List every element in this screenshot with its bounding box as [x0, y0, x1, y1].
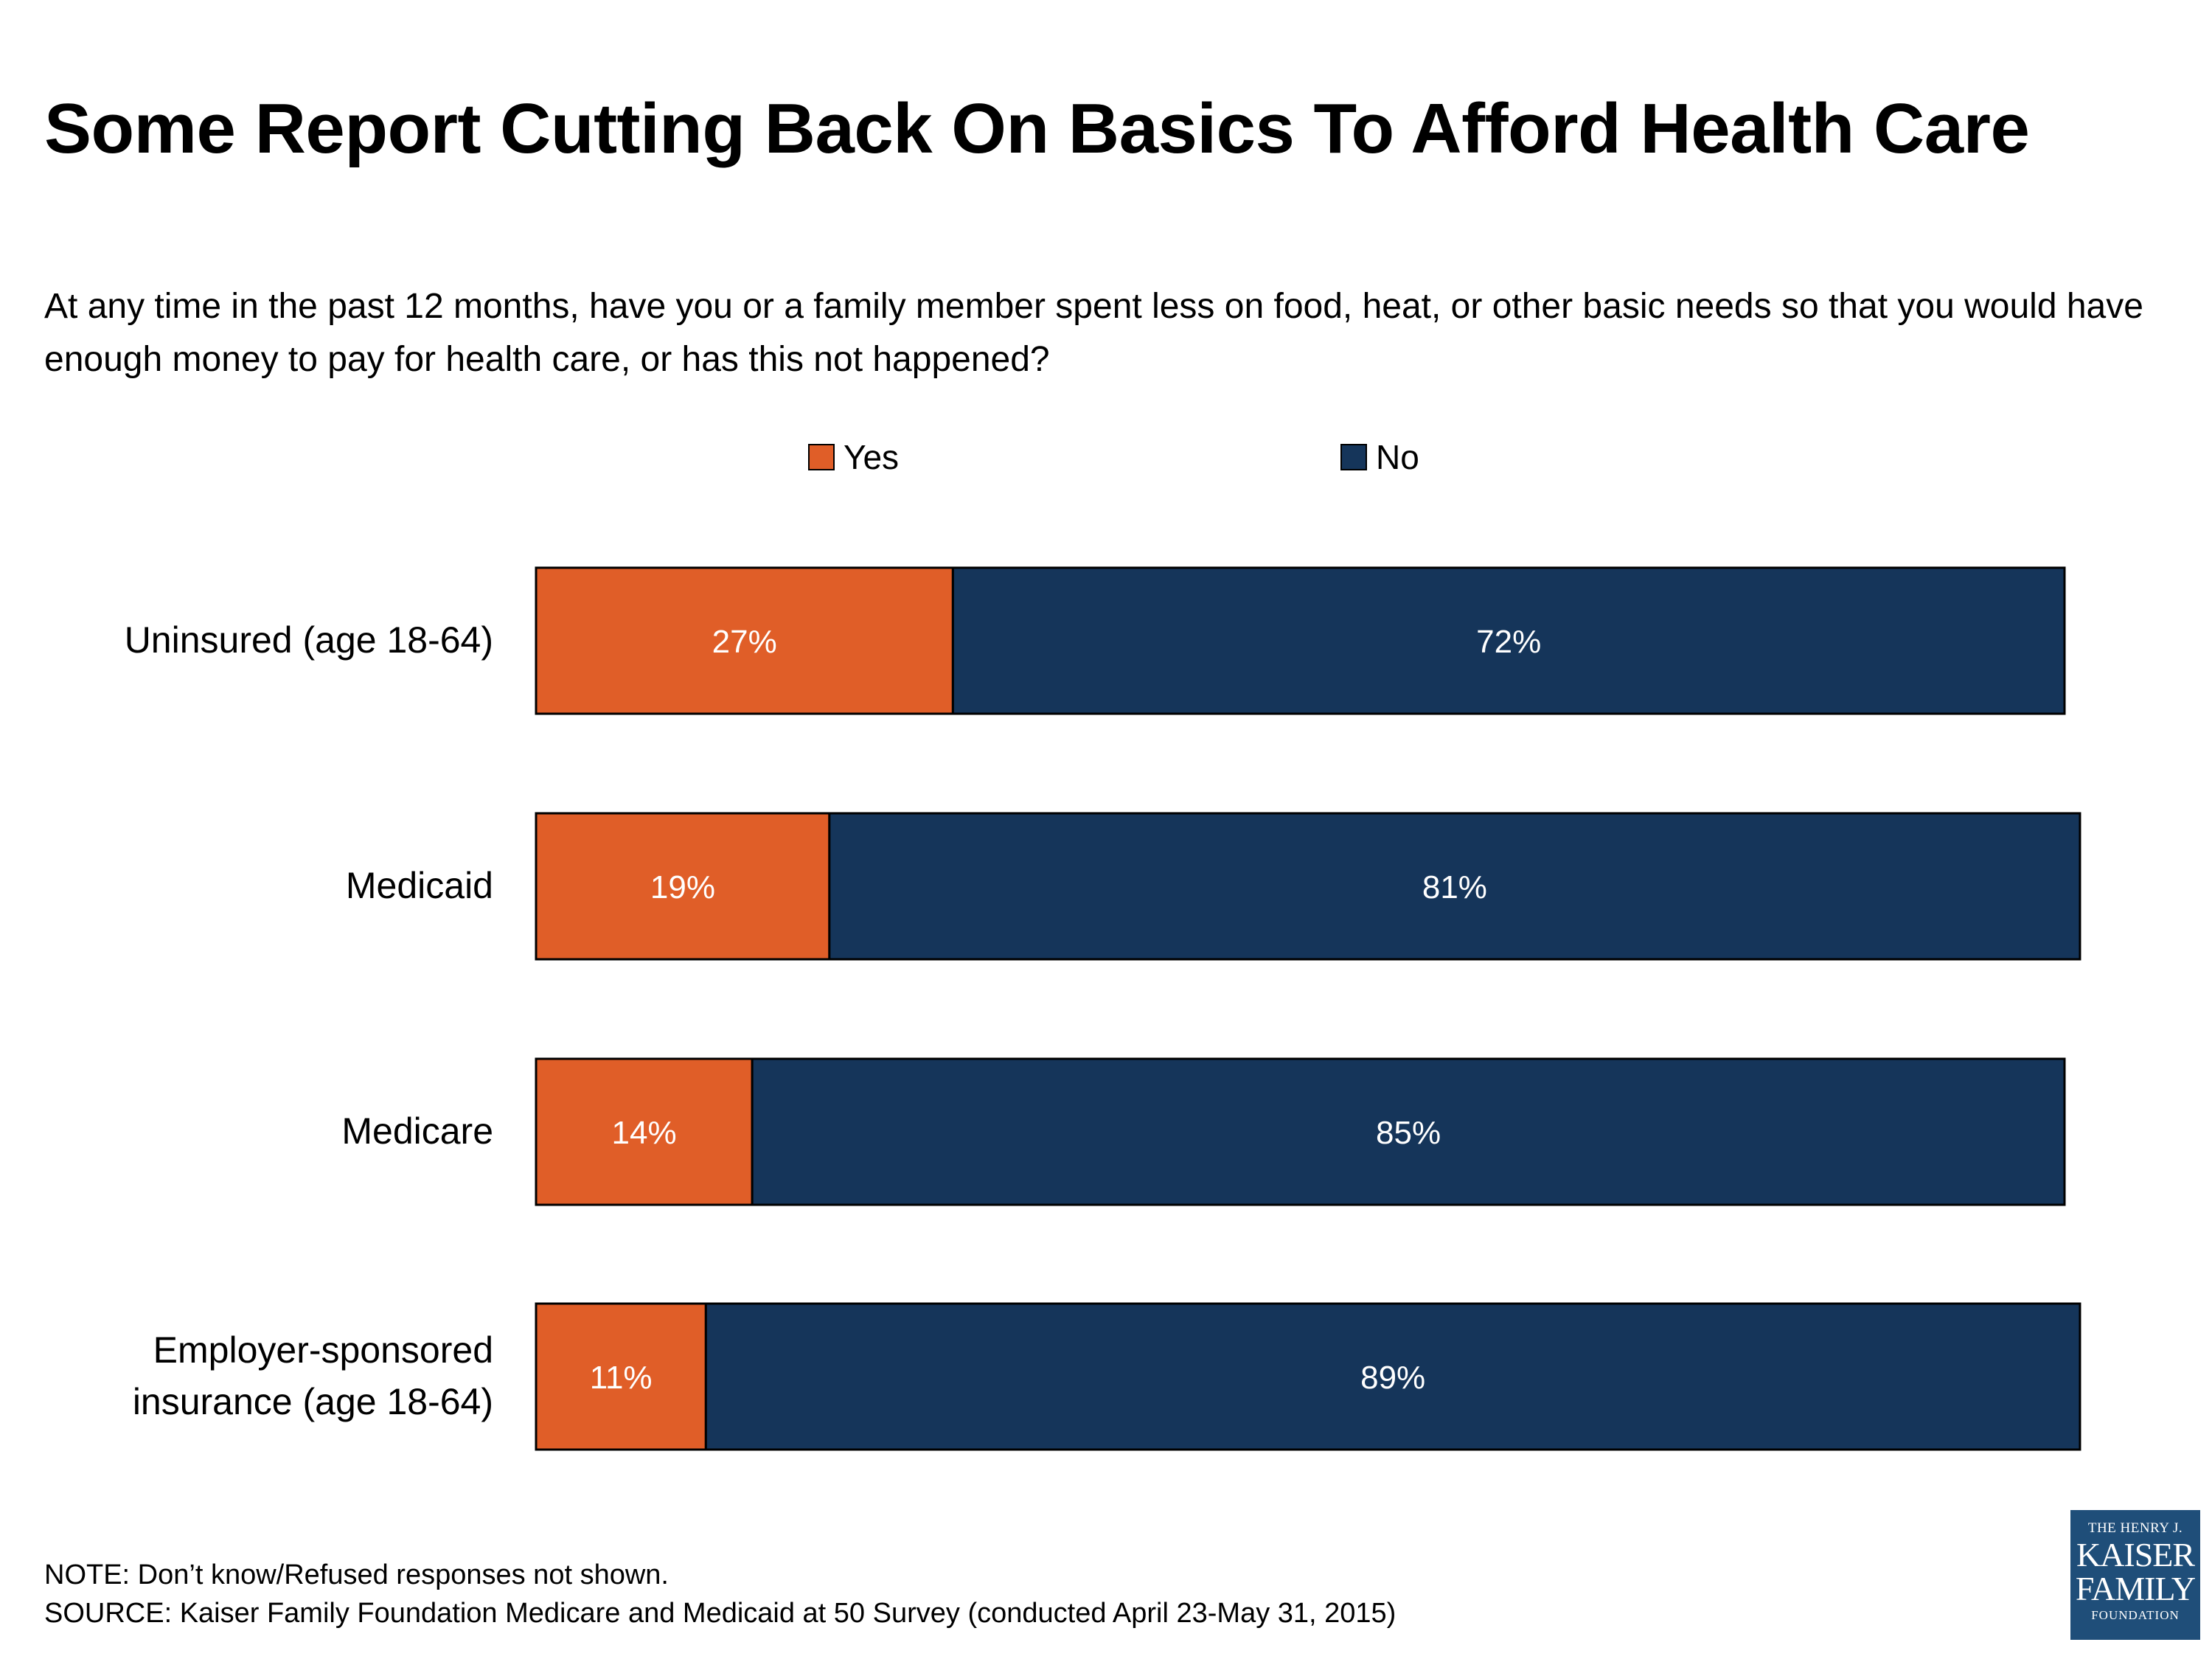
legend-label-yes: Yes — [844, 438, 900, 476]
legend-label-no: No — [1376, 438, 1419, 476]
category-label-line: Employer-sponsored — [153, 1329, 493, 1371]
data-label-yes-0: 27% — [712, 624, 777, 660]
note-text: NOTE: Don’t know/Refused responses not s… — [44, 1559, 669, 1590]
legend-swatch-no — [1340, 444, 1367, 470]
kff-logo: THE HENRY J. KAISER FAMILY FOUNDATION — [2070, 1510, 2200, 1640]
data-label-no-3: 89% — [1360, 1360, 1425, 1396]
chart-subtitle: At any time in the past 12 months, have … — [44, 287, 2143, 379]
logo-line-1: THE HENRY J. — [2087, 1520, 2183, 1536]
data-label-yes-2: 14% — [612, 1115, 677, 1151]
category-label-2: Medicare — [341, 1110, 493, 1152]
bar-yes-0 — [535, 566, 954, 715]
source-text: SOURCE: Kaiser Family Foundation Medicar… — [44, 1598, 1397, 1629]
legend-swatch-yes — [808, 444, 835, 470]
footnote: NOTE: Don’t know/Refused responses not s… — [44, 1556, 1396, 1632]
bar-no-2 — [751, 1057, 2066, 1206]
category-label-line: Medicaid — [346, 865, 493, 906]
legend: Yes No — [0, 435, 2212, 479]
logo-line-4: FOUNDATION — [2091, 1608, 2180, 1622]
bar-yes-3 — [535, 1302, 707, 1451]
category-label-line: Medicare — [341, 1110, 493, 1152]
data-label-no-2: 85% — [1376, 1115, 1441, 1151]
category-label-0: Uninsured (age 18-64) — [125, 619, 493, 661]
stacked-bar-chart: 27% 72% Uninsured (age 18-64) 19% 81% Medicai… — [125, 566, 2081, 1451]
data-label-no-1: 81% — [1422, 869, 1487, 905]
data-label-no-0: 72% — [1476, 624, 1541, 660]
chart-title: Some Report Cutting Back On Basics To Af… — [44, 89, 2030, 168]
logo-line-3: FAMILY — [2075, 1570, 2196, 1607]
bar-no-0 — [951, 566, 2066, 715]
logo-line-2: KAISER — [2076, 1536, 2195, 1573]
category-label-line: insurance (age 18-64) — [133, 1381, 493, 1422]
bar-no-3 — [704, 1302, 2081, 1451]
category-label-1: Medicaid — [346, 865, 493, 906]
data-label-yes-1: 19% — [650, 869, 715, 905]
category-label-line: Uninsured (age 18-64) — [125, 619, 493, 661]
bar-no-1 — [828, 812, 2081, 961]
legend-item-yes: Yes — [808, 435, 899, 479]
data-label-yes-3: 11% — [590, 1360, 653, 1396]
category-label-3: Employer-sponsored insurance (age 18-64) — [133, 1329, 493, 1422]
bar-yes-2 — [535, 1057, 754, 1206]
legend-item-no: No — [1340, 435, 1419, 479]
bar-yes-1 — [535, 812, 831, 961]
